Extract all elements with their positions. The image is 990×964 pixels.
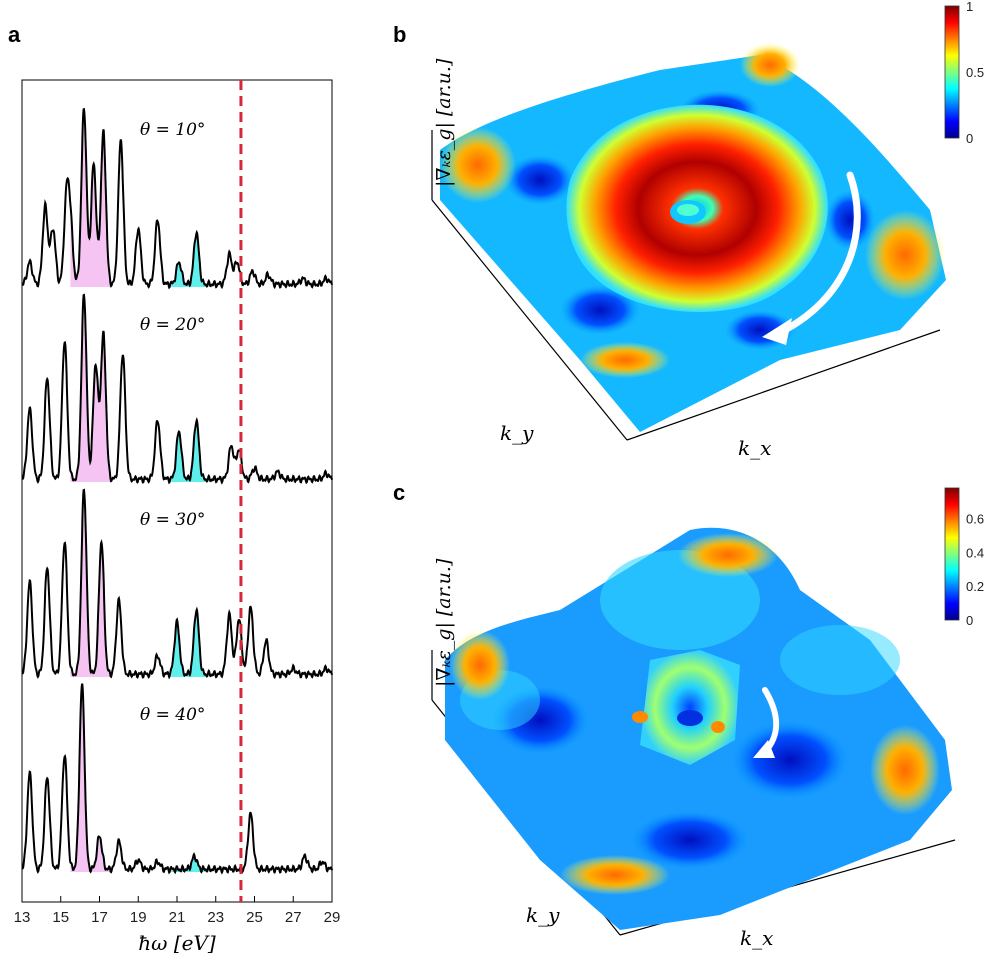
cbC-ticks-label-2: 0.4 bbox=[966, 545, 984, 560]
panel-a-x-ticks: 13 15 17 19 21 23 25 27 29 bbox=[14, 896, 341, 926]
panel-c-z-axis-label: |∇ₖε_g| [ar.u.] bbox=[433, 558, 455, 687]
panel-c-kx-label: k_x bbox=[740, 926, 773, 950]
x-tick-label-5: 23 bbox=[207, 909, 224, 926]
x-tick-label-2: 17 bbox=[91, 909, 108, 926]
panel-a-spectra: θ = 10° θ = 20° θ = 30° θ = 40° 13 15 17 19 21 2… bbox=[14, 79, 341, 955]
panel-a-spectrum-lines bbox=[21, 107, 333, 875]
panel-c-colorbar-ticks: 0 0.2 0.4 0.6 bbox=[966, 511, 984, 628]
panel-label-c: c bbox=[393, 480, 405, 505]
angle-label-1: θ = 20° bbox=[140, 315, 205, 335]
cbB-ticks-label-0: 0 bbox=[966, 131, 973, 146]
spectrum-line-2 bbox=[21, 488, 333, 680]
shade-cyan-3 bbox=[171, 854, 207, 873]
x-tick-label-0: 13 bbox=[14, 909, 31, 926]
panel-c-surface: |∇ₖε_g| [ar.u.] k_y k_x 0 0.2 0.4 0.6 bbox=[431, 487, 984, 950]
panel-b-colorbar-ticks: 00.51 bbox=[966, 0, 984, 146]
panel-c-central-structure bbox=[640, 650, 740, 765]
spectrum-line-0 bbox=[21, 107, 333, 290]
cbB-ticks-label-1: 0.5 bbox=[966, 65, 984, 80]
panel-a-x-axis-label: ħω [eV] bbox=[138, 931, 216, 955]
angle-label-2: θ = 30° bbox=[140, 510, 205, 530]
panel-b-surface: |∇ₖε_g| [ar.u.] k_y k_x 00.51 bbox=[431, 0, 984, 460]
panel-label-b: b bbox=[393, 22, 406, 47]
panel-label-a: a bbox=[8, 22, 21, 47]
panel-b-ky-label: k_y bbox=[500, 421, 534, 445]
cbC-ticks-label-3: 0.6 bbox=[966, 511, 984, 526]
cbB-ticks-label-2: 1 bbox=[966, 0, 973, 14]
cbC-ticks-label-0: 0 bbox=[966, 613, 973, 628]
spectrum-line-1 bbox=[21, 293, 333, 485]
angle-label-0: θ = 10° bbox=[140, 120, 205, 140]
panel-a-angle-labels: θ = 10° θ = 20° θ = 30° θ = 40° bbox=[140, 120, 205, 725]
panel-b-z-axis-label: |∇ₖε_g| [ar.u.] bbox=[433, 58, 455, 187]
x-tick-label-4: 21 bbox=[169, 909, 186, 926]
x-tick-label-8: 29 bbox=[324, 909, 341, 926]
panel-c-colorbar bbox=[944, 487, 960, 621]
panel-a-axes-frame bbox=[21, 79, 333, 903]
x-tick-label-6: 25 bbox=[246, 909, 263, 926]
panel-b-kx-label: k_x bbox=[738, 436, 771, 460]
panel-b-colorbar bbox=[944, 5, 960, 139]
panel-c-ky-label: k_y bbox=[526, 903, 560, 927]
x-tick-label-7: 27 bbox=[285, 909, 302, 926]
angle-label-3: θ = 40° bbox=[140, 705, 205, 725]
x-tick-label-3: 19 bbox=[130, 909, 147, 926]
panel-b-arrow bbox=[771, 171, 861, 339]
cbC-ticks-label-1: 0.2 bbox=[966, 579, 984, 594]
x-tick-label-1: 15 bbox=[52, 909, 69, 926]
spectrum-line-3 bbox=[21, 683, 333, 875]
